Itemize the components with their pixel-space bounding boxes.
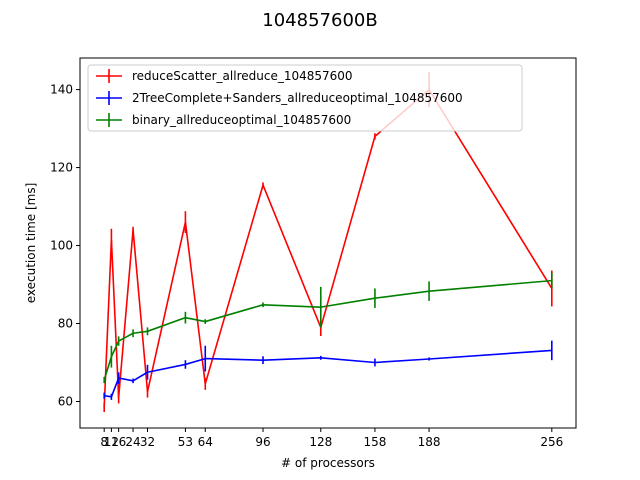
x-axis-label: # of processors	[281, 456, 375, 470]
legend-label: 2TreeComplete+Sanders_allreduceoptimal_1…	[132, 91, 463, 105]
series-line	[103, 279, 552, 381]
x-tick-label: 12	[104, 435, 119, 449]
y-tick-label: 120	[50, 161, 73, 175]
y-axis-label: execution time [ms]	[24, 183, 38, 304]
x-tick-label: 8	[100, 435, 108, 449]
y-tick-label: 140	[50, 83, 73, 97]
legend-item-2: binary_allreduceoptimal_104857600	[96, 113, 351, 127]
legend-label: binary_allreduceoptimal_104857600	[132, 113, 351, 127]
x-tick-label: 64	[198, 435, 213, 449]
legend-label: reduceScatter_allreduce_104857600	[132, 69, 353, 83]
x-tick-label: 16	[111, 435, 126, 449]
y-tick-label: 100	[50, 239, 73, 253]
x-tick-label: 32	[140, 435, 155, 449]
y-tick-label: 60	[58, 394, 73, 408]
series-2	[103, 272, 553, 384]
chart-title: 104857600B	[262, 10, 377, 31]
y-tick-label: 80	[58, 317, 73, 331]
legend: reduceScatter_allreduce_104857600 2TreeCo…	[87, 64, 523, 132]
x-tick-label: 24	[125, 435, 140, 449]
series-1	[103, 340, 553, 400]
x-tick-label: 96	[255, 435, 270, 449]
x-tick-label: 53	[178, 435, 193, 449]
legend-item-0: reduceScatter_allreduce_104857600	[96, 69, 353, 83]
legend-box	[87, 64, 523, 132]
x-tick-label: 128	[309, 435, 332, 449]
x-tick-label: 256	[540, 435, 563, 449]
legend-item-1: 2TreeComplete+Sanders_allreduceoptimal_1…	[96, 91, 463, 105]
x-tick-label: 158	[363, 435, 386, 449]
y-axis: 60 80 100 120 140	[50, 83, 80, 408]
series-line	[104, 349, 552, 398]
x-tick-label: 188	[418, 435, 441, 449]
plot-frame	[79, 57, 577, 429]
